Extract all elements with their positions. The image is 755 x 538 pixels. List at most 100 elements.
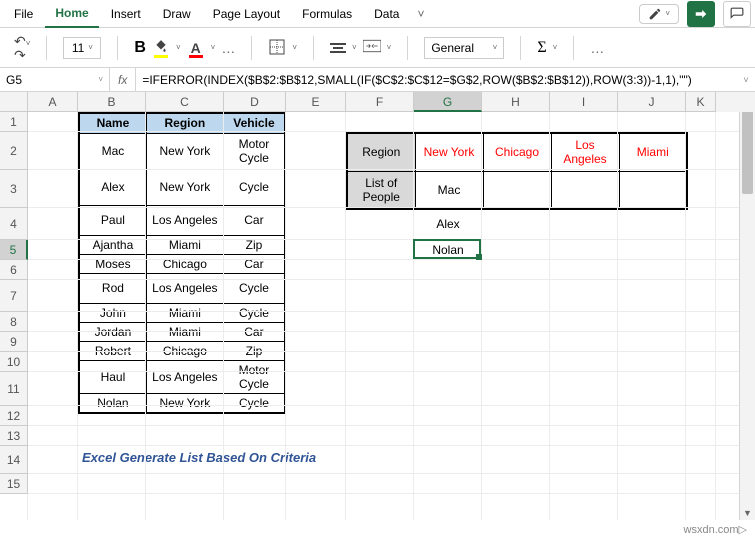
comments-button[interactable] [723,1,751,27]
column-header[interactable]: H [482,92,550,112]
table-header: Region [146,113,223,133]
row-header[interactable]: 7 [0,280,28,312]
font-size-select[interactable]: 11˅ [63,37,101,59]
data-table: NameRegionVehicleMacNew YorkMotor CycleA… [78,112,286,414]
column-header[interactable]: G [414,92,482,112]
borders-button[interactable] [268,39,286,57]
row-header[interactable]: 15 [0,474,28,494]
row-header[interactable]: 8 [0,312,28,332]
select-all-corner[interactable] [0,92,28,112]
table-cell: Motor Cycle [223,360,285,393]
formula-input[interactable]: =IFERROR(INDEX($B$2:$B$12,SMALL(IF($C$2:… [136,68,737,91]
spreadsheet-grid: ABCDEFGHIJK 123456789101112131415 NameRe… [0,92,755,520]
table-cell: New York [146,133,223,169]
formula-expand-icon[interactable]: ˅ [737,75,755,85]
tab-page-layout[interactable]: Page Layout [203,1,290,27]
chevron-down-icon: ˅ [665,9,670,18]
number-format-select[interactable]: General˅ [424,37,504,59]
table-cell: Motor Cycle [223,133,285,169]
column-header[interactable]: B [78,92,146,112]
chevron-down-icon[interactable]: ˅ [292,43,297,52]
row-header[interactable]: 13 [0,426,28,446]
tab-home[interactable]: Home [45,0,98,28]
row-header[interactable]: 1 [0,112,28,132]
chevron-down-icon[interactable]: ˅ [553,43,558,52]
ribbon-tabs: File Home Insert Draw Page Layout Formul… [0,0,755,28]
undo-button[interactable]: ↶˅ [14,34,30,48]
table-cell: Alex [79,169,146,205]
more-commands[interactable]: … [584,40,610,56]
column-header[interactable]: D [224,92,286,112]
region-header: Los Angeles [551,133,619,171]
vertical-scrollbar[interactable]: ▼ [739,92,755,520]
column-header[interactable]: A [28,92,78,112]
row-header[interactable]: 3 [0,170,28,208]
region-header: Miami [619,133,687,171]
row-headers: 123456789101112131415 [0,112,28,494]
fill-color-button[interactable] [152,39,170,57]
fx-label[interactable]: fx [110,68,136,91]
row-header[interactable]: 14 [0,446,28,474]
align-center-button[interactable] [330,43,346,53]
redo-button[interactable]: ↷ [14,48,30,62]
chevron-down-icon[interactable]: ˅ [352,43,357,52]
more-font-icon[interactable]: … [221,40,235,56]
result-table: RegionNew YorkChicagoLos AngelesMiamiLis… [346,132,688,210]
column-header[interactable]: C [146,92,224,112]
share-icon [694,7,708,21]
column-header[interactable]: I [550,92,618,112]
merge-button[interactable] [363,39,381,57]
table-cell: Chicago [146,254,223,273]
column-header[interactable]: F [346,92,414,112]
edit-mode-button[interactable]: ˅ [639,4,679,24]
result-cell [551,171,619,209]
column-header[interactable]: J [618,92,686,112]
pencil-icon [648,7,662,21]
name-box-value: G5 [6,73,22,87]
table-cell: Paul [79,205,146,235]
scroll-down-icon[interactable]: ▼ [740,508,755,518]
tab-file[interactable]: File [4,1,43,27]
result-cell [619,171,687,209]
tabs-more-icon[interactable]: ˅ [411,7,430,21]
bold-button[interactable]: B [134,39,146,57]
autosum-button[interactable]: Σ [537,39,546,57]
row-header[interactable]: 9 [0,332,28,352]
tab-insert[interactable]: Insert [101,1,151,27]
column-header[interactable]: E [286,92,346,112]
table-cell: Miami [146,235,223,254]
table-cell: Cycle [223,169,285,205]
separator [520,36,521,60]
chevron-down-icon[interactable]: ˅ [211,43,216,52]
row-header[interactable]: 5 [0,240,28,260]
separator [46,36,47,60]
tab-formulas[interactable]: Formulas [292,1,362,27]
table-cell: Rod [79,273,146,303]
result-cell: Alex [414,208,482,240]
comment-icon [730,7,744,21]
row-header[interactable]: 10 [0,352,28,372]
tab-draw[interactable]: Draw [153,1,201,27]
column-header[interactable]: K [686,92,716,112]
column-headers: ABCDEFGHIJK [28,92,755,112]
name-box[interactable]: G5 ˅ [0,68,110,91]
row-header[interactable]: 11 [0,372,28,406]
row-header[interactable]: 4 [0,208,28,240]
chevron-down-icon[interactable]: ˅ [387,43,392,52]
row-header[interactable]: 2 [0,132,28,170]
table-cell: Car [223,254,285,273]
share-button[interactable] [687,1,715,27]
row-header[interactable]: 6 [0,260,28,280]
separator [573,36,574,60]
table-cell: Cycle [223,393,285,413]
borders-icon [269,39,285,55]
region-header: New York [415,133,483,171]
font-color-button[interactable]: A [187,39,205,57]
result-cell: Mac [415,171,483,209]
row-header[interactable]: 12 [0,406,28,426]
chevron-down-icon[interactable]: ˅ [176,43,181,52]
tab-data[interactable]: Data [364,1,409,27]
result-label: List of People [347,171,415,209]
table-cell: Los Angeles [146,205,223,235]
cell-area[interactable]: NameRegionVehicleMacNew YorkMotor CycleA… [28,112,755,520]
